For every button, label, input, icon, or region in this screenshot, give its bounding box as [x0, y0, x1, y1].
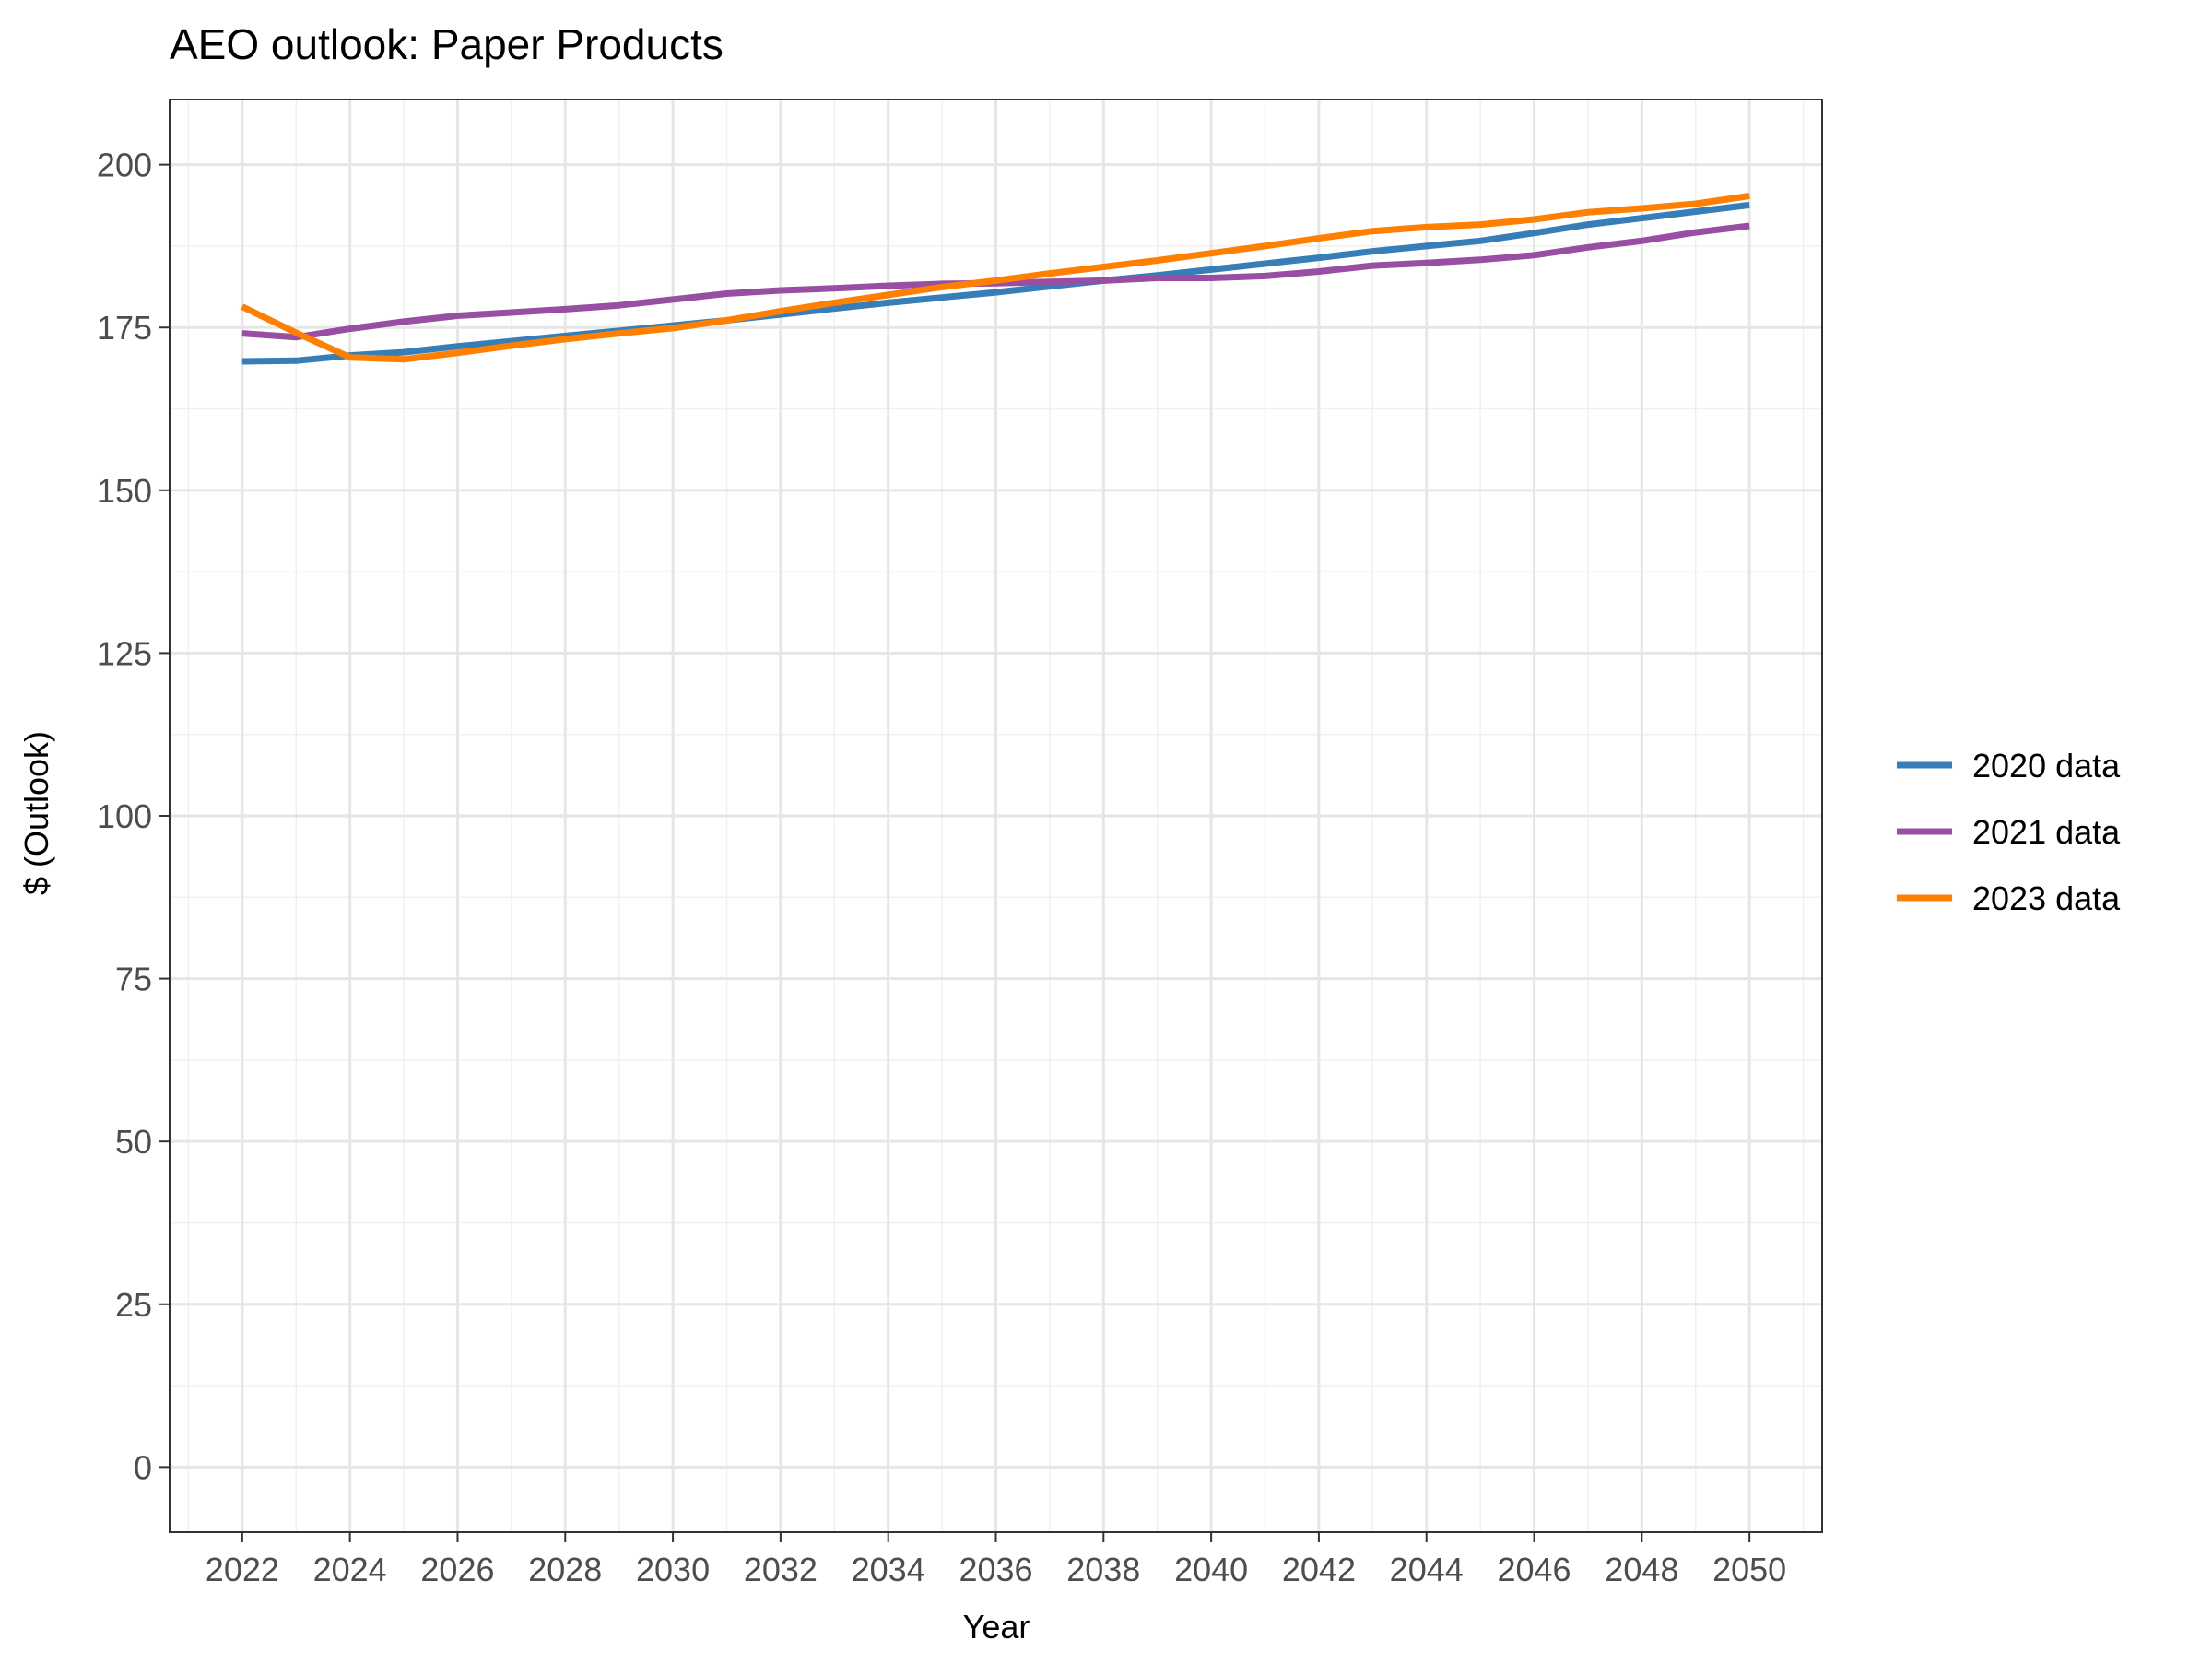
x-tick-label: 2032	[744, 1551, 818, 1588]
x-axis: 2022 2024 2026 2028 2030 2032 2034 2036 2038 2040…	[206, 1532, 1786, 1588]
x-tick-label: 2050	[1712, 1551, 1786, 1588]
series-line-2020-data	[241, 201, 1750, 365]
legend-item: 2023 data	[1897, 879, 2121, 917]
x-tick-label: 2036	[959, 1551, 1032, 1588]
y-tick-label: 150	[97, 472, 152, 510]
legend-label: 2020 data	[1972, 747, 2121, 785]
legend-item: 2021 data	[1897, 813, 2121, 851]
series-line-2023-data	[241, 193, 1750, 363]
chart-title: AEO outlook: Paper Products	[170, 20, 724, 68]
x-tick-label: 2022	[206, 1551, 279, 1588]
y-tick-label: 125	[97, 634, 152, 672]
y-tick-label: 100	[97, 797, 152, 835]
major-gridlines	[170, 100, 1822, 1532]
x-tick-label: 2034	[852, 1551, 925, 1588]
x-tick-label: 2024	[313, 1551, 387, 1588]
legend-label: 2023 data	[1972, 879, 2121, 917]
x-tick-label: 2042	[1282, 1551, 1356, 1588]
legend-label: 2021 data	[1972, 813, 2121, 851]
x-tick-label: 2046	[1497, 1551, 1571, 1588]
y-tick-label: 25	[115, 1286, 152, 1324]
x-tick-label: 2044	[1390, 1551, 1464, 1588]
x-tick-label: 2040	[1174, 1551, 1248, 1588]
y-tick-label: 0	[134, 1448, 152, 1486]
y-tick-label: 200	[97, 147, 152, 184]
legend-item: 2020 data	[1897, 747, 2121, 785]
y-axis: 0 25 50 75 100 125 150 175 200	[97, 147, 170, 1486]
legend: 2020 data 2021 data 2023 data	[1897, 747, 2121, 917]
y-tick-label: 75	[115, 961, 152, 998]
y-tick-label: 50	[115, 1123, 152, 1161]
x-tick-label: 2028	[528, 1551, 602, 1588]
x-tick-label: 2030	[636, 1551, 710, 1588]
x-tick-label: 2026	[420, 1551, 494, 1588]
x-tick-label: 2038	[1066, 1551, 1140, 1588]
x-tick-label: 2048	[1605, 1551, 1678, 1588]
y-tick-label: 175	[97, 309, 152, 347]
x-axis-title: Year	[963, 1608, 1030, 1646]
series-lines	[241, 193, 1750, 365]
y-axis-title: $ (Outlook)	[18, 731, 55, 895]
